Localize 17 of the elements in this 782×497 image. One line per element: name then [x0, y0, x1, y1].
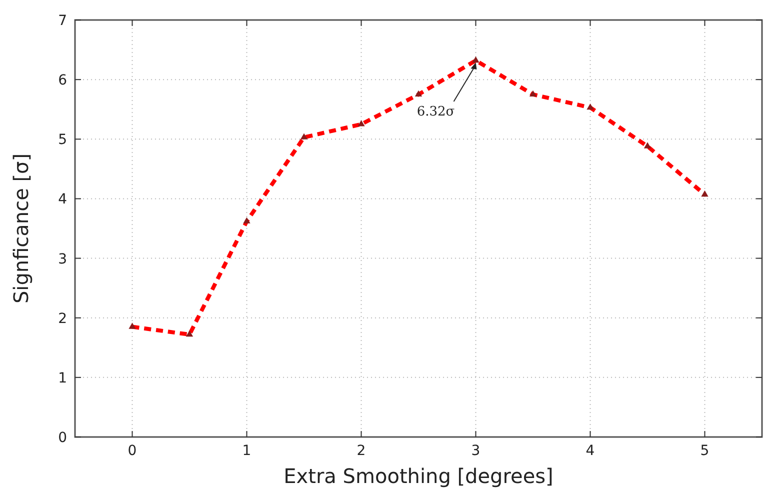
y-tick-label: 4 [58, 192, 68, 208]
y-tick-label: 1 [58, 370, 67, 386]
annotation: 6.32σ [416, 104, 455, 120]
y-axis-title: Signficance [σ] [9, 153, 33, 304]
y-tick-label: 6 [58, 72, 68, 89]
x-tick-label: 2 [356, 443, 366, 459]
x-tick-label: 3 [471, 443, 480, 459]
x-tick-label: 0 [128, 443, 137, 459]
y-tick-label: 0 [58, 430, 67, 446]
x-axis-title: Extra Smoothing [degrees] [284, 464, 554, 488]
y-tick-label: 5 [58, 132, 67, 148]
x-tick-label: 1 [242, 443, 252, 459]
x-tick-label: 5 [700, 443, 710, 459]
y-tick-label: 3 [58, 251, 67, 268]
x-tick-label: 4 [586, 443, 595, 459]
y-tick-label: 7 [58, 13, 67, 29]
y-tick-label: 2 [58, 310, 67, 327]
